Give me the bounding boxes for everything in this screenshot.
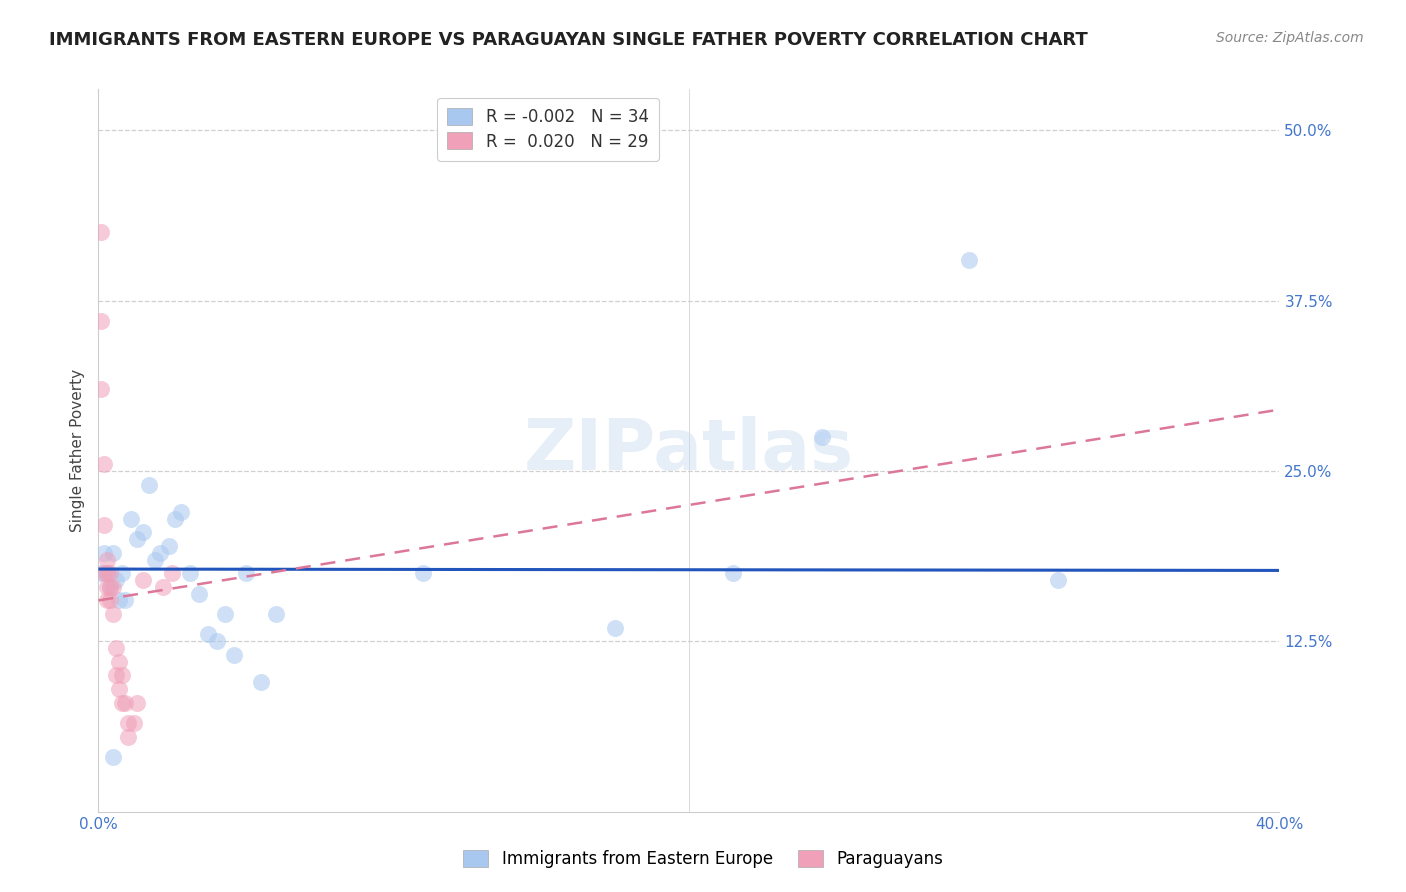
- Point: [264, 607, 287, 621]
- Point: [93, 457, 115, 471]
- Point: [114, 593, 136, 607]
- Point: [117, 716, 139, 731]
- Point: [98, 580, 121, 594]
- Point: [90, 566, 112, 581]
- Point: [108, 681, 131, 696]
- Point: [111, 668, 134, 682]
- Point: [105, 641, 128, 656]
- Point: [132, 525, 155, 540]
- Point: [96, 593, 118, 607]
- Point: [165, 511, 187, 525]
- Text: ZIPatlas: ZIPatlas: [524, 416, 853, 485]
- Point: [125, 696, 148, 710]
- Legend: Immigrants from Eastern Europe, Paraguayans: Immigrants from Eastern Europe, Paraguay…: [457, 843, 949, 875]
- Legend: R = -0.002   N = 34, R =  0.020   N = 29: R = -0.002 N = 34, R = 0.020 N = 29: [437, 97, 659, 161]
- Point: [90, 314, 112, 328]
- Text: Source: ZipAtlas.com: Source: ZipAtlas.com: [1216, 31, 1364, 45]
- Point: [138, 477, 160, 491]
- Point: [105, 573, 128, 587]
- Point: [120, 511, 142, 525]
- Point: [103, 607, 125, 621]
- Point: [96, 552, 118, 566]
- Point: [149, 546, 172, 560]
- Point: [117, 730, 139, 744]
- Point: [235, 566, 257, 581]
- Point: [93, 546, 115, 560]
- Point: [179, 566, 201, 581]
- Point: [98, 580, 121, 594]
- Point: [98, 593, 121, 607]
- Point: [1046, 573, 1070, 587]
- Point: [111, 566, 134, 581]
- Point: [105, 668, 128, 682]
- Point: [111, 696, 134, 710]
- Point: [96, 580, 118, 594]
- Point: [224, 648, 246, 662]
- Text: IMMIGRANTS FROM EASTERN EUROPE VS PARAGUAYAN SINGLE FATHER POVERTY CORRELATION C: IMMIGRANTS FROM EASTERN EUROPE VS PARAGU…: [49, 31, 1088, 49]
- Point: [96, 566, 118, 581]
- Point: [205, 634, 228, 648]
- Point: [723, 566, 745, 581]
- Point: [125, 532, 148, 546]
- Point: [152, 580, 174, 594]
- Point: [122, 716, 145, 731]
- Point: [103, 580, 125, 594]
- Point: [162, 566, 183, 581]
- Point: [93, 566, 115, 581]
- Point: [132, 573, 155, 587]
- Point: [959, 252, 981, 267]
- Point: [250, 675, 273, 690]
- Point: [810, 430, 832, 444]
- Point: [90, 225, 112, 239]
- Point: [157, 539, 180, 553]
- Point: [108, 655, 131, 669]
- Point: [103, 546, 125, 560]
- Point: [114, 696, 136, 710]
- Point: [197, 627, 219, 641]
- Point: [605, 621, 627, 635]
- Point: [90, 382, 112, 396]
- Point: [96, 566, 118, 581]
- Y-axis label: Single Father Poverty: Single Father Poverty: [70, 369, 86, 532]
- Point: [412, 566, 434, 581]
- Point: [103, 750, 125, 764]
- Point: [214, 607, 236, 621]
- Point: [143, 552, 166, 566]
- Point: [187, 586, 209, 600]
- Point: [98, 566, 121, 581]
- Point: [170, 505, 193, 519]
- Point: [93, 518, 115, 533]
- Point: [108, 593, 131, 607]
